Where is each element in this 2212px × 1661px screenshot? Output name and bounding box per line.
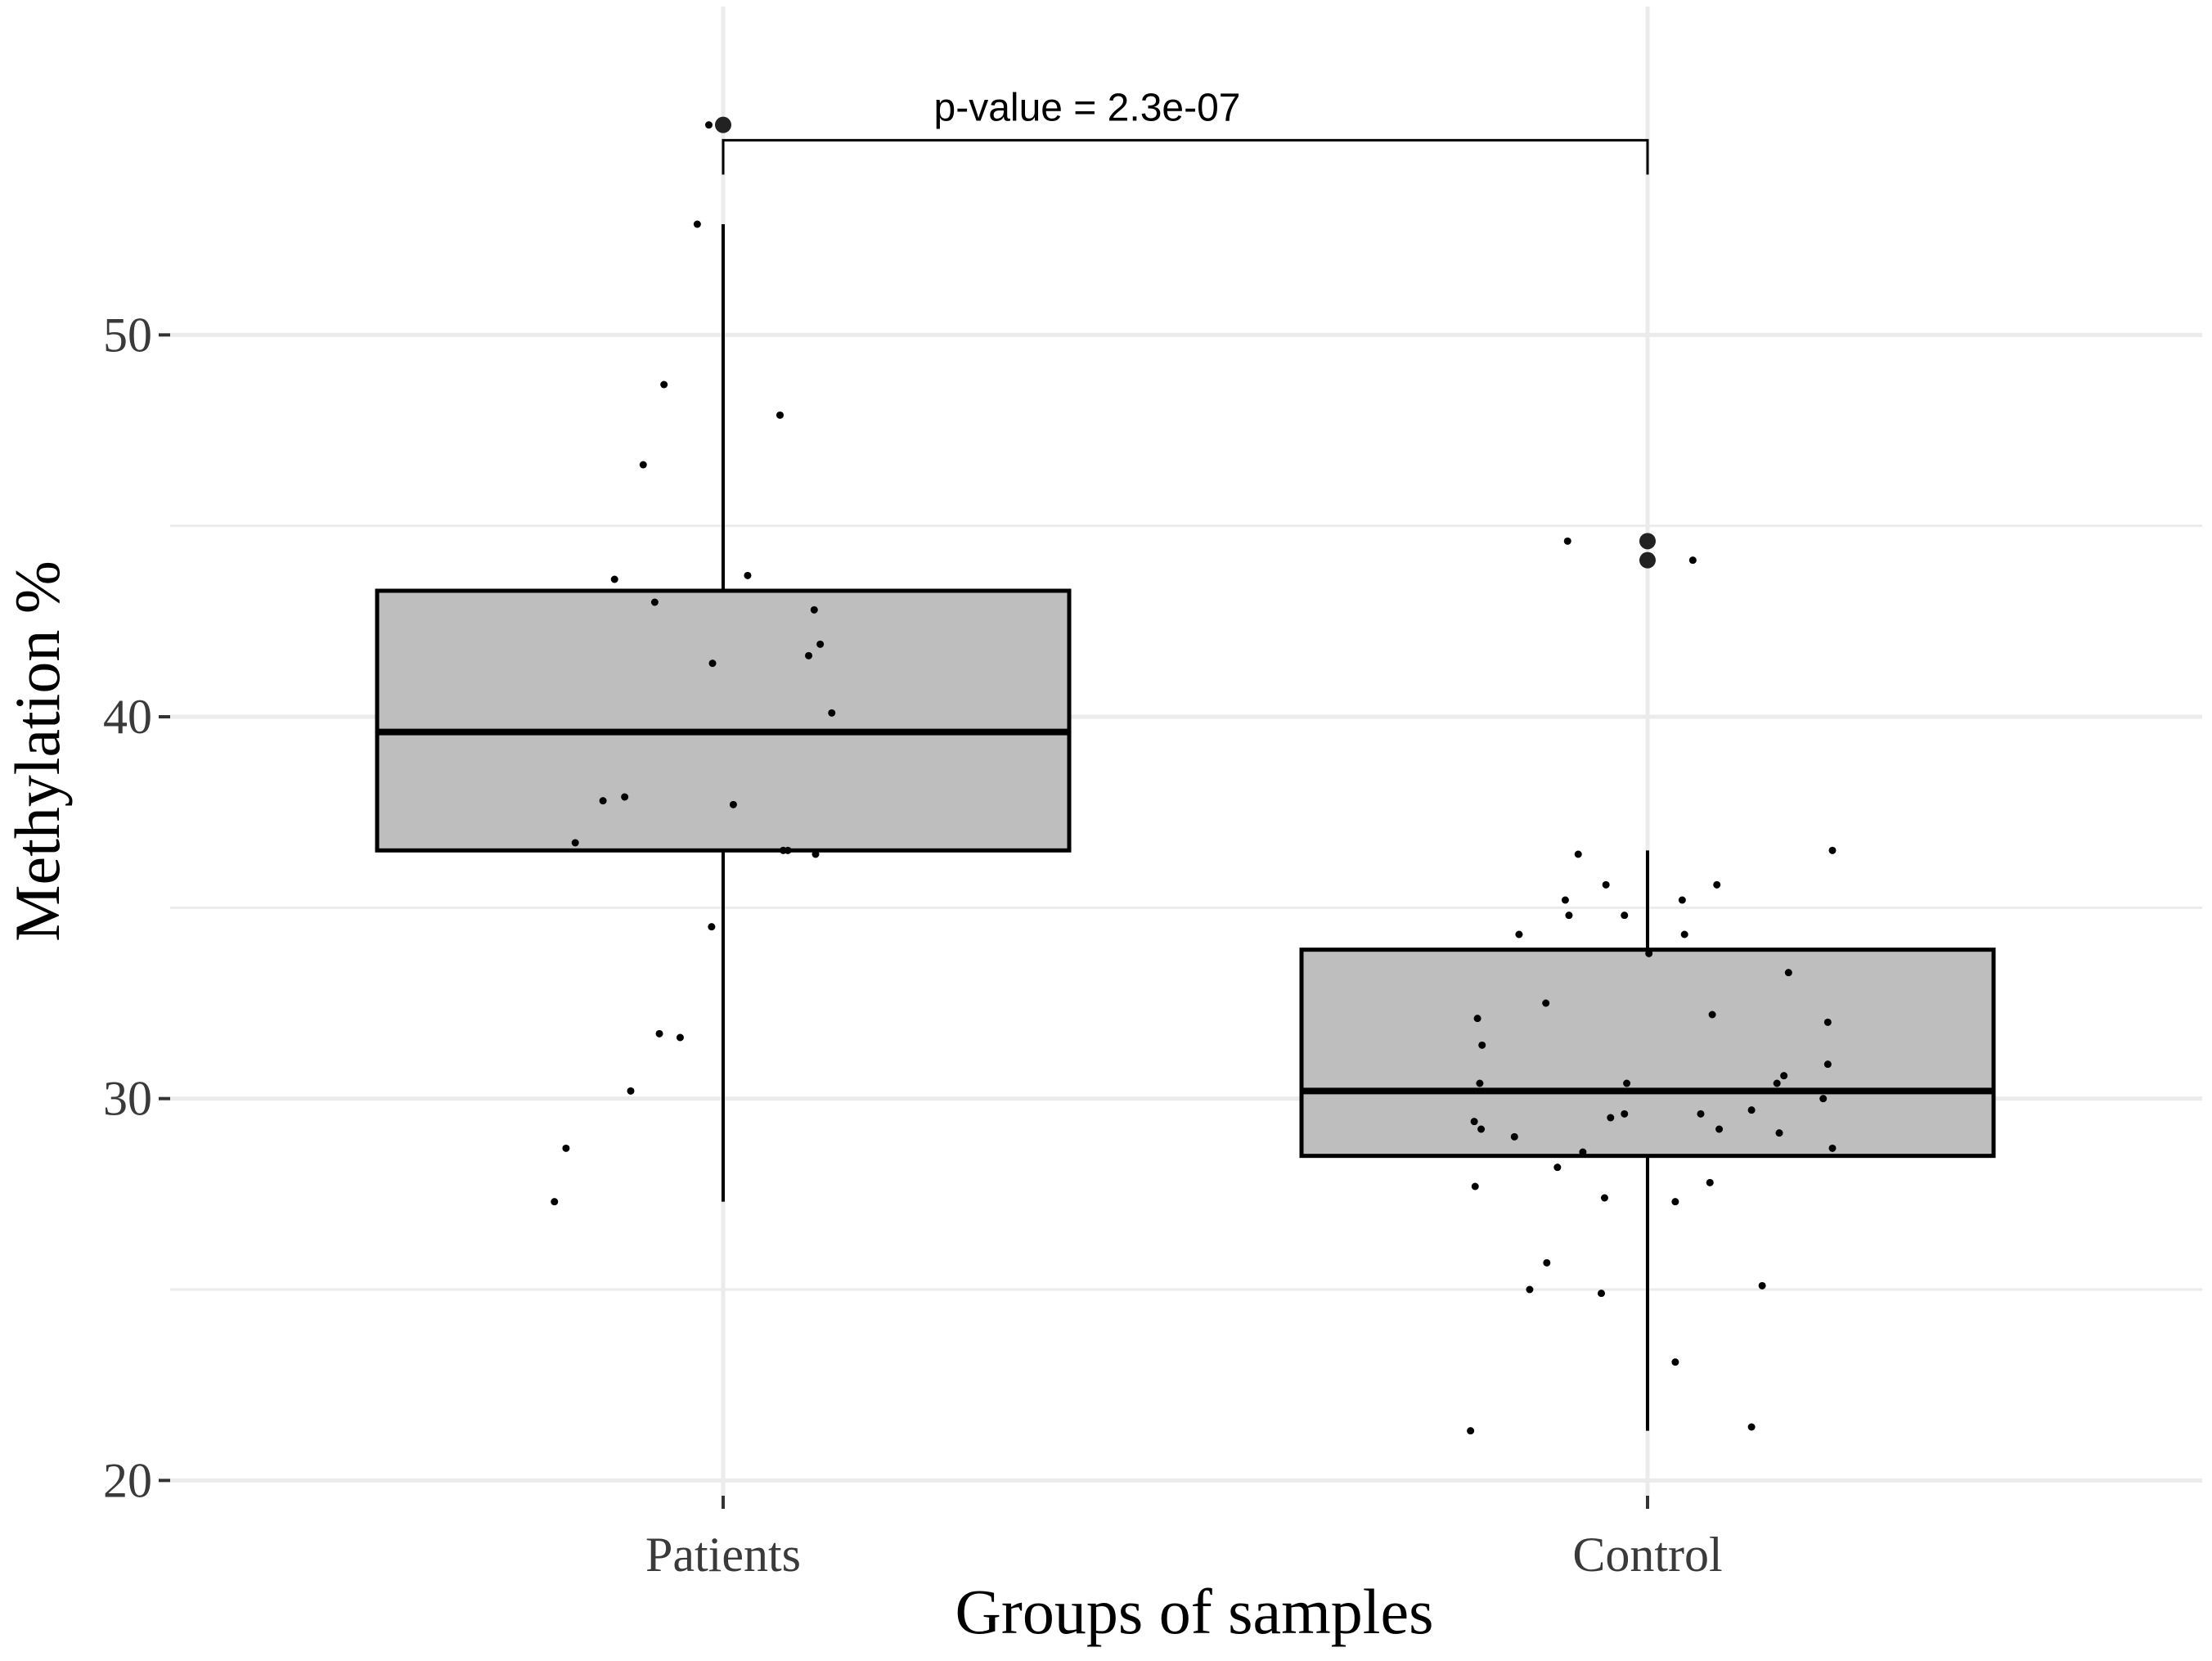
data-point bbox=[610, 575, 618, 583]
outlier-point bbox=[1639, 533, 1656, 550]
data-point bbox=[571, 839, 579, 847]
boxes bbox=[375, 116, 1996, 1431]
y-tick-label: 40 bbox=[103, 690, 152, 744]
y-tick-label: 20 bbox=[103, 1453, 152, 1507]
data-point bbox=[599, 797, 607, 805]
data-point bbox=[1747, 1106, 1756, 1114]
bracket-line bbox=[722, 138, 1649, 175]
data-point bbox=[1645, 949, 1653, 957]
data-point bbox=[812, 850, 820, 858]
box-control bbox=[1299, 533, 1996, 1431]
data-point bbox=[660, 380, 668, 389]
data-point bbox=[1543, 1258, 1551, 1267]
data-point bbox=[1473, 1015, 1481, 1023]
y-axis-title: Methylation % bbox=[2, 560, 73, 942]
x-axis-title: Groups of samples bbox=[955, 1576, 1434, 1647]
data-point bbox=[1780, 1072, 1788, 1080]
y-tick-label: 50 bbox=[103, 308, 152, 362]
outlier-point bbox=[715, 116, 731, 133]
data-point bbox=[1471, 1182, 1479, 1191]
data-point bbox=[650, 598, 659, 606]
data-point bbox=[1713, 880, 1721, 889]
y-tick-label: 30 bbox=[103, 1072, 152, 1126]
data-point bbox=[784, 846, 792, 854]
data-point bbox=[655, 1029, 663, 1038]
data-point bbox=[1773, 1079, 1781, 1087]
data-point bbox=[1600, 1194, 1608, 1202]
data-point bbox=[1819, 1095, 1828, 1103]
y-axis: 20 30 40 50 bbox=[103, 308, 170, 1507]
data-point bbox=[1565, 912, 1573, 920]
data-point bbox=[562, 1144, 570, 1152]
data-point bbox=[1477, 1125, 1486, 1133]
box-patients bbox=[375, 116, 1072, 1202]
data-point bbox=[744, 571, 752, 579]
significance-bracket: p-value = 2.3e-07 bbox=[722, 86, 1649, 175]
data-point bbox=[1470, 1118, 1478, 1126]
data-point bbox=[708, 923, 716, 931]
x-tick-label: Patients bbox=[645, 1528, 801, 1582]
data-point bbox=[551, 1198, 559, 1206]
data-point bbox=[1680, 930, 1688, 939]
data-point bbox=[708, 659, 717, 668]
data-point bbox=[1706, 1178, 1714, 1186]
data-point bbox=[1697, 1110, 1705, 1118]
data-point bbox=[1607, 1114, 1615, 1122]
data-point bbox=[1526, 1285, 1534, 1294]
data-point bbox=[1747, 1423, 1756, 1431]
data-point bbox=[1671, 1358, 1679, 1366]
jitter-points bbox=[551, 121, 1837, 1435]
data-point bbox=[1542, 999, 1550, 1007]
data-point bbox=[729, 800, 737, 808]
data-point bbox=[676, 1033, 684, 1042]
data-point bbox=[776, 411, 784, 419]
data-point bbox=[1828, 1144, 1837, 1152]
data-point bbox=[1574, 850, 1582, 858]
data-point bbox=[1678, 896, 1686, 904]
data-point bbox=[1602, 880, 1610, 889]
data-point bbox=[1775, 1129, 1783, 1137]
outlier-point bbox=[1639, 551, 1656, 569]
data-point bbox=[1510, 1132, 1518, 1141]
data-point bbox=[621, 793, 629, 801]
p-value-label: p-value = 2.3e-07 bbox=[934, 86, 1241, 129]
data-point bbox=[1823, 1018, 1832, 1026]
iqr-box bbox=[1299, 948, 1996, 1159]
data-point bbox=[1478, 1041, 1486, 1049]
data-point bbox=[1828, 846, 1837, 854]
data-point bbox=[1467, 1427, 1475, 1435]
data-point bbox=[816, 640, 825, 648]
data-point bbox=[1708, 1011, 1716, 1019]
data-point bbox=[1598, 1290, 1605, 1298]
data-point bbox=[1823, 1060, 1832, 1069]
data-point bbox=[1784, 969, 1792, 977]
data-point bbox=[1621, 912, 1629, 920]
data-point bbox=[627, 1087, 635, 1095]
data-point bbox=[1476, 1079, 1484, 1087]
x-tick-label: Control bbox=[1572, 1528, 1722, 1582]
x-axis: Patients Control bbox=[645, 1496, 1723, 1582]
data-point bbox=[1688, 556, 1697, 565]
iqr-box bbox=[375, 588, 1072, 853]
data-point bbox=[1715, 1125, 1724, 1133]
data-point bbox=[1621, 1110, 1629, 1118]
data-point bbox=[639, 461, 647, 469]
data-point bbox=[1515, 930, 1523, 939]
data-point bbox=[810, 605, 818, 614]
data-point bbox=[1553, 1164, 1562, 1172]
data-point bbox=[828, 709, 836, 717]
data-point bbox=[1671, 1198, 1679, 1206]
data-point bbox=[1579, 1148, 1587, 1156]
data-point bbox=[1758, 1281, 1766, 1290]
data-point bbox=[704, 121, 713, 129]
data-point bbox=[1561, 896, 1569, 904]
data-point bbox=[805, 651, 813, 659]
data-point bbox=[1623, 1079, 1631, 1087]
data-point bbox=[1563, 537, 1571, 545]
data-point bbox=[693, 220, 701, 228]
